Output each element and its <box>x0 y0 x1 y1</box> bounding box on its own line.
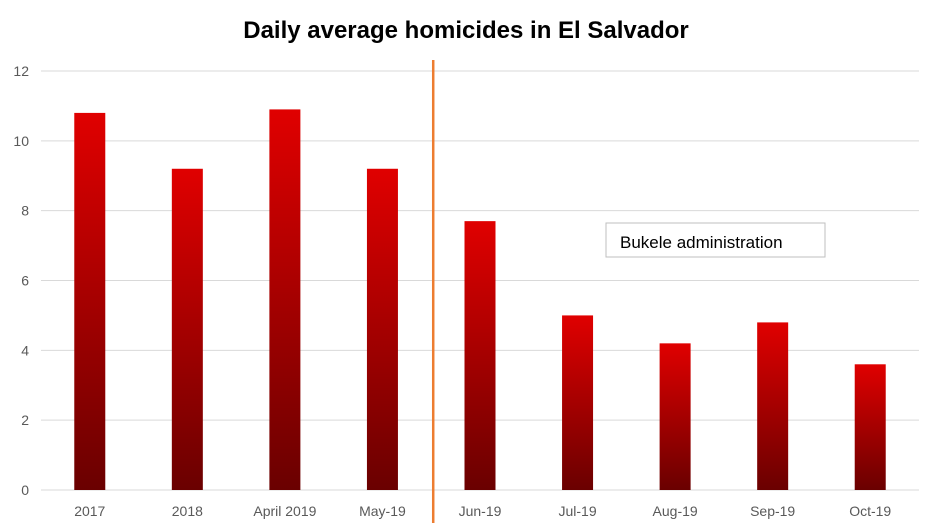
x-axis: 2017 2018 April 2019 May-19 Jun-19 Jul-19 Aug-… <box>74 503 891 519</box>
y-tick-label: 0 <box>21 482 29 498</box>
y-tick-label: 12 <box>13 63 29 79</box>
bar <box>757 322 789 490</box>
y-axis: 0 2 4 6 8 10 12 <box>13 63 29 498</box>
bar <box>464 221 496 490</box>
bar <box>659 343 691 490</box>
bars <box>74 109 886 491</box>
y-tick-label: 4 <box>21 342 29 358</box>
bar <box>269 109 301 491</box>
x-tick-label: April 2019 <box>253 503 316 519</box>
x-tick-label: Oct-19 <box>849 503 891 519</box>
y-tick-label: 2 <box>21 412 29 428</box>
bar <box>366 168 398 490</box>
x-tick-label: Aug-19 <box>653 503 698 519</box>
bar <box>74 112 106 491</box>
bar <box>562 315 594 490</box>
x-tick-label: 2017 <box>74 503 105 519</box>
y-tick-label: 8 <box>21 203 29 219</box>
x-tick-label: Jul-19 <box>558 503 596 519</box>
y-tick-label: 10 <box>13 133 29 149</box>
annotation-box-border <box>605 222 826 258</box>
y-tick-label: 6 <box>21 273 29 289</box>
annotation-box: Bukele administration <box>605 222 826 258</box>
x-tick-label: May-19 <box>359 503 406 519</box>
x-tick-label: Jun-19 <box>459 503 502 519</box>
chart-title: Daily average homicides in El Salvador <box>243 17 689 44</box>
x-tick-label: Sep-19 <box>750 503 795 519</box>
bar <box>171 168 203 490</box>
bar <box>854 364 886 490</box>
annotation-label: Bukele administration <box>620 233 783 252</box>
x-tick-label: 2018 <box>172 503 203 519</box>
